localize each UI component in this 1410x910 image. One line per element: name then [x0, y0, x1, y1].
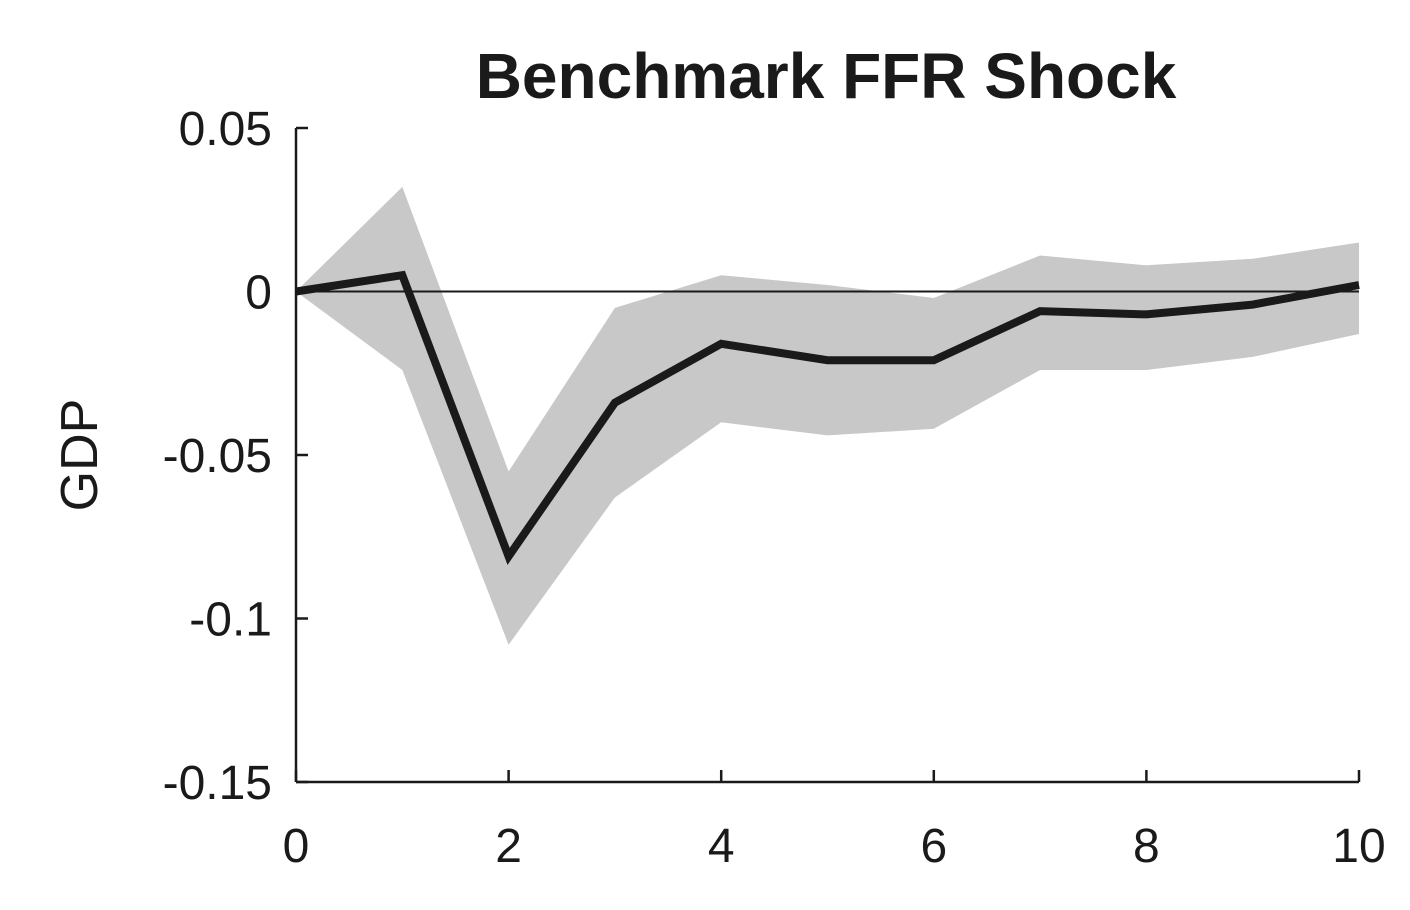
- x-tick-label: 10: [1332, 820, 1385, 873]
- chart-title: Benchmark FFR Shock: [476, 40, 1177, 112]
- y-tick-label: 0: [245, 267, 272, 320]
- y-tick-label: -0.15: [163, 757, 272, 810]
- x-tick-label: 2: [495, 820, 522, 873]
- y-tick-label: -0.1: [189, 594, 272, 647]
- x-ticks: 0 2 4 6 8 10: [283, 770, 1386, 873]
- y-tick-label: 0.05: [179, 103, 272, 156]
- series-line-0: [295, 270, 1360, 565]
- confidence-band-layer: [296, 186, 1359, 645]
- x-tick-label: 6: [920, 820, 947, 873]
- y-axis-label: GDP: [51, 399, 109, 512]
- y-ticks: 0.05 0 -0.05 -0.1 -0.15: [163, 103, 308, 810]
- x-tick-label: 8: [1133, 820, 1160, 873]
- series-line-layer: [295, 270, 1360, 565]
- y-tick-label: -0.05: [163, 430, 272, 483]
- confidence-band: [296, 186, 1359, 645]
- x-tick-label: 0: [283, 820, 310, 873]
- x-tick-label: 4: [708, 820, 735, 873]
